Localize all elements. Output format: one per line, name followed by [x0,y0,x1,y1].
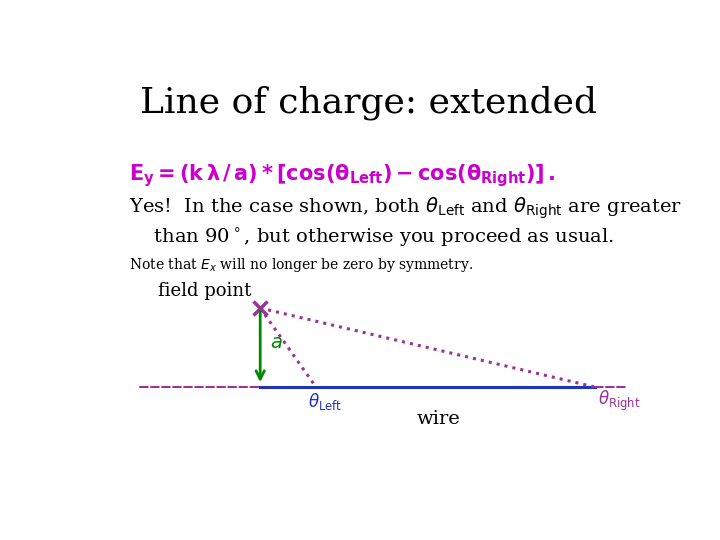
Text: $\theta_{\mathrm{Left}}$: $\theta_{\mathrm{Left}}$ [307,391,342,412]
Text: $\theta_{\mathrm{Right}}$: $\theta_{\mathrm{Right}}$ [598,389,640,413]
Text: Line of charge: extended: Line of charge: extended [140,85,598,120]
Text: $a$: $a$ [270,334,283,353]
Text: field point: field point [158,282,252,300]
Text: $\mathbf{E_y = (k\,\lambda\,/\,a) * [cos(\theta_{Left}) - cos(\theta_{Right})]\,: $\mathbf{E_y = (k\,\lambda\,/\,a) * [cos… [129,163,556,190]
Text: than 90$^\circ$, but otherwise you proceed as usual.: than 90$^\circ$, but otherwise you proce… [129,227,614,250]
Text: Note that $E_x$ will no longer be zero by symmetry.: Note that $E_x$ will no longer be zero b… [129,256,473,274]
Text: wire: wire [417,410,461,428]
Text: Yes!  In the case shown, both $\theta_{\mathrm{Left}}$ and $\theta_{\mathrm{Righ: Yes! In the case shown, both $\theta_{\m… [129,196,682,221]
